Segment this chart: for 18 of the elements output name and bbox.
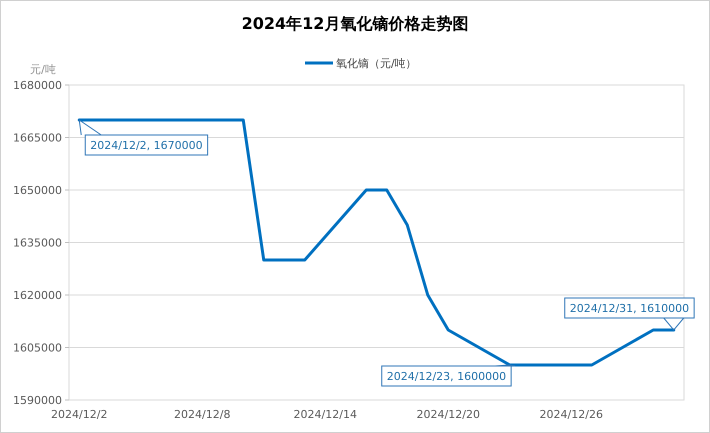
y-tick-label: 1665000 xyxy=(13,132,62,144)
y-tick-label: 1635000 xyxy=(13,236,62,250)
chart-title: 2024年12月氧化镝价格走势图 xyxy=(242,14,468,33)
annotation: 2024/12/2, 1670000 xyxy=(90,139,203,152)
x-tick-label: 2024/12/26 xyxy=(540,408,603,421)
legend-label: 氧化镝（元/吨） xyxy=(336,57,417,70)
y-tick-label: 1620000 xyxy=(13,289,62,302)
y-tick-label: 1650000 xyxy=(13,184,62,197)
annotation: 2024/12/31, 1610000 xyxy=(570,302,690,315)
annotation: 2024/12/23, 1600000 xyxy=(386,370,506,383)
x-tick-label: 2024/12/2 xyxy=(51,408,108,421)
y-axis-title: 元/吨 xyxy=(30,63,56,76)
y-tick-label: 1680000 xyxy=(13,79,62,92)
x-tick-label: 2024/12/8 xyxy=(174,408,230,421)
y-tick-label: 1605000 xyxy=(13,342,62,354)
y-tick-label: 1590000 xyxy=(13,394,62,407)
x-tick-label: 2024/12/20 xyxy=(416,408,480,421)
x-tick-label: 2024/12/14 xyxy=(294,408,357,421)
